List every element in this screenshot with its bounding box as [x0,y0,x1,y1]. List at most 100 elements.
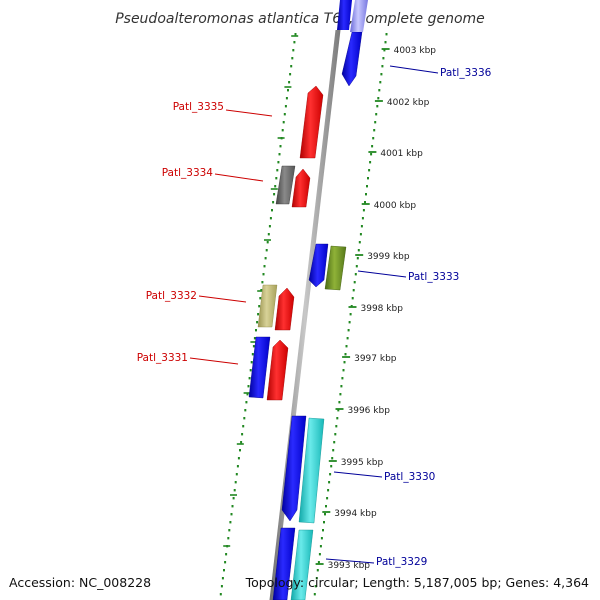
outer-ring-dot [364,201,366,204]
outer-ring-dot [346,337,349,340]
outer-ring-dot [349,313,352,316]
inner-ring-dot [277,161,280,164]
outer-ring-dot [354,273,357,276]
inner-ring-dot [247,385,250,388]
inner-ring-dot [240,441,243,444]
outer-ring-dot [329,473,332,476]
outer-ring-dot [382,57,385,60]
leader-line-3336 [389,65,439,74]
outer-ring-dot [379,81,382,84]
feature-forward-3331[interactable] [266,339,289,401]
outer-ring-dot [341,377,344,380]
inner-ring-dot [223,569,225,572]
inner-ring-dot [237,457,240,460]
feature-olive-3333[interactable] [324,245,347,291]
outer-ring-dot [362,209,365,212]
kbp-tick-label: 4000 kbp [374,201,417,211]
genome-backbone [269,30,341,600]
outer-ring-dot [343,361,346,364]
outer-ring-dot [313,593,316,596]
outer-ring-dot [383,49,386,52]
outer-ring-dot [367,177,369,180]
feature-reverse-3333[interactable] [308,243,329,288]
outer-ring-dot [317,561,320,564]
inner-ring-dot [224,561,227,564]
accession-text: Accession: NC_008228 [9,575,151,590]
outer-ring-dot [331,457,334,460]
gene-label-3334[interactable]: Patl_3334 [162,167,214,179]
outer-ring-dot [328,481,331,484]
feature-khaki-3332[interactable] [257,284,278,328]
outer-ring-dot [324,513,326,516]
inner-ring-dot [284,105,287,108]
inner-ring-dot [220,585,223,588]
outer-ring-dot [378,89,381,92]
gene-label-3332[interactable]: Patl_3332 [146,290,197,302]
inner-ring-dot [258,305,261,308]
inner-ring-dot [282,121,285,124]
feature-forward-3334[interactable] [291,168,311,208]
inner-ring-dot [253,337,256,340]
feature-reverse-3329[interactable] [272,527,296,600]
kbp-tick-label: 3993 kbp [328,561,371,571]
kbp-ticks: 4003 kbp 4002 kbp 4001 kbp 4000 kbp 3999 kbp… [315,46,436,571]
outer-ring-dot [384,41,387,44]
gene-label-3336[interactable]: Patl_3336 [440,67,492,79]
feature-cyan-3330[interactable] [298,417,325,524]
feature-reverse-3331[interactable] [248,336,271,399]
inner-ring-dot [285,97,288,100]
kbp-tick-label: 4002 kbp [387,98,430,108]
inner-ring-dot [268,225,271,228]
outer-ring-dot [334,433,337,436]
inner-ring-dot [221,577,224,580]
inner-ring-dot [249,369,252,372]
gene-labels: Patl_3336 Patl_3335 Patl_3334 Patl_3333 … [137,65,492,568]
outer-ring-dot [323,521,325,524]
outer-ring-dot [357,249,360,252]
leader-line-3334 [214,173,264,182]
inner-ring-dot [267,233,270,236]
feature-reverse-3330[interactable] [281,415,307,522]
inner-ring-dot [257,313,260,316]
outer-ring-dot [342,369,345,372]
outer-ring-dot [381,65,384,68]
gene-label-3330[interactable]: Patl_3330 [384,471,435,483]
outer-ring-dot [366,185,368,188]
genome-summary-text: Topology: circular; Length: 5,187,005 bp… [245,575,589,590]
outer-ring-dot [339,393,342,396]
gene-label-3329[interactable]: Patl_3329 [376,556,427,568]
outer-ring-dot [380,73,383,76]
inner-ring-dot [273,193,276,196]
outer-ring-dot [320,537,323,540]
gene-label-3331[interactable]: Patl_3331 [137,352,188,364]
outer-ring-dot [336,417,339,420]
inner-ring-dot [263,265,266,268]
outer-ring-dot [352,289,355,292]
feature-reverse-top-1[interactable] [341,31,363,87]
inner-ring-dot [225,553,228,556]
inner-ring-dot [236,465,239,468]
gene-label-3335[interactable]: Patl_3335 [173,101,224,113]
outer-ring-dot [355,265,358,268]
feature-forward-3335[interactable] [299,85,324,159]
inner-ring-dot [272,201,275,204]
feature-reverse-top-2[interactable] [350,0,368,32]
inner-ring-dot [230,513,233,516]
outer-ring-dot [347,329,350,332]
inner-ring-dot [229,521,232,524]
outer-ring-dot [361,217,364,220]
gene-label-3333[interactable]: Patl_3333 [408,271,459,283]
outer-ring-dot [372,137,375,140]
inner-ring-dot [231,505,234,508]
inner-ring-dot [262,273,265,276]
inner-ring-dot [290,65,293,68]
feature-forward-3332[interactable] [274,287,295,331]
outer-ring-dot [356,257,359,260]
feature-grey-3334[interactable] [275,165,296,205]
inner-ring-dot [278,153,281,156]
outer-ring-dot [365,193,367,196]
feature-cyan-3329[interactable] [290,529,314,600]
feature-reverse-top-2b[interactable] [337,0,352,30]
outer-ring-dot [370,153,373,156]
